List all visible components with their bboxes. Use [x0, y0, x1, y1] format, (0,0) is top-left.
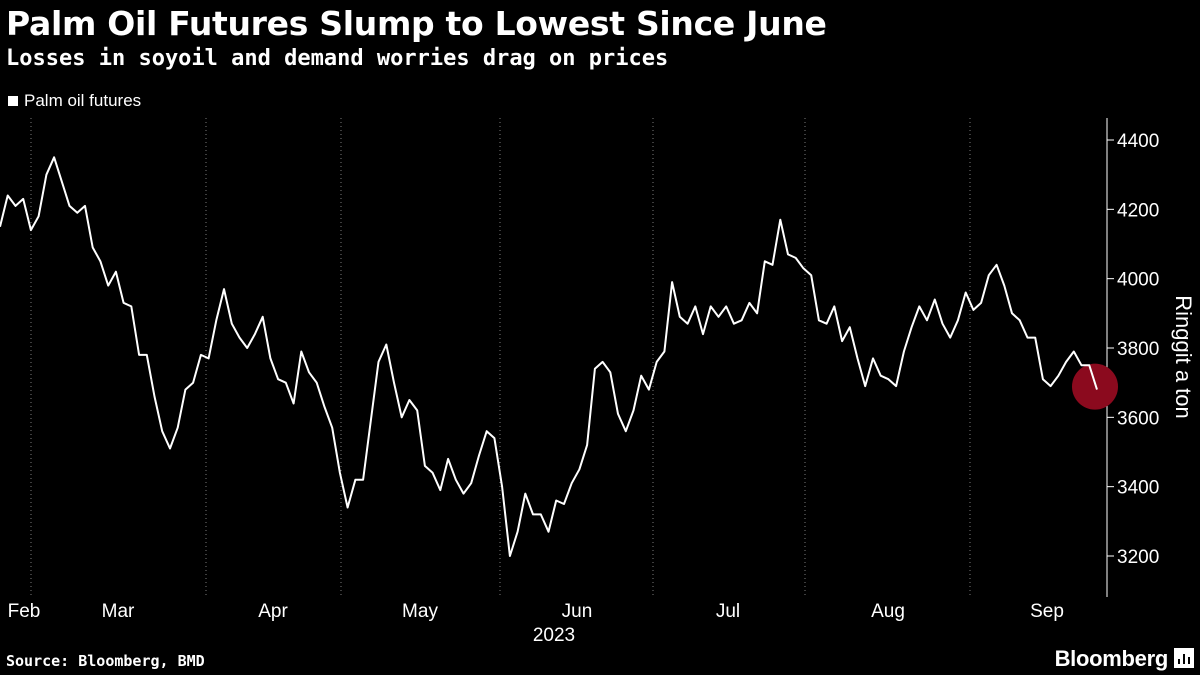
- grid-lines: [30, 118, 971, 597]
- chart-icon: [1174, 648, 1194, 668]
- y-tick-label: 4400: [1117, 131, 1159, 152]
- y-tick-label: 3600: [1117, 408, 1159, 429]
- source-note: Source: Bloomberg, BMD: [6, 652, 205, 670]
- x-axis-label: 2023: [533, 625, 575, 646]
- highlight-marker: [1072, 363, 1118, 410]
- y-tick-label: 4000: [1117, 270, 1159, 291]
- brand-logo: Bloomberg: [1054, 646, 1169, 671]
- x-tick-label: Aug: [871, 601, 905, 622]
- y-tick-label: 3200: [1117, 547, 1159, 568]
- series-line: [0, 156, 1098, 557]
- y-tick-label: 3800: [1117, 339, 1159, 360]
- x-tick-label: Mar: [102, 601, 135, 622]
- x-tick-label: Sep: [1030, 601, 1064, 622]
- y-tick-label: 3400: [1117, 478, 1159, 499]
- legend-swatch: [8, 96, 18, 106]
- x-tick-label: Apr: [258, 601, 288, 622]
- chart-subtitle: Losses in soyoil and demand worries drag…: [6, 46, 669, 71]
- plot-area: [0, 156, 1118, 557]
- x-tick-label: Jun: [562, 601, 593, 622]
- y-tick-label: 4200: [1117, 200, 1159, 221]
- y-axis: 3200 3400 3600 3800 4000 4200 4400 Ringgit a to…: [1106, 118, 1196, 597]
- x-axis: Feb Mar Apr May Jun Jul Aug Sep 2023: [8, 601, 1064, 646]
- x-tick-label: Jul: [716, 601, 740, 622]
- legend-label: Palm oil futures: [24, 91, 142, 110]
- y-axis-label: Ringgit a ton: [1171, 295, 1196, 419]
- x-tick-label: Feb: [8, 601, 41, 622]
- x-tick-label: May: [402, 601, 438, 622]
- legend: Palm oil futures: [8, 91, 141, 111]
- chart-title: Palm Oil Futures Slump to Lowest Since J…: [6, 4, 827, 43]
